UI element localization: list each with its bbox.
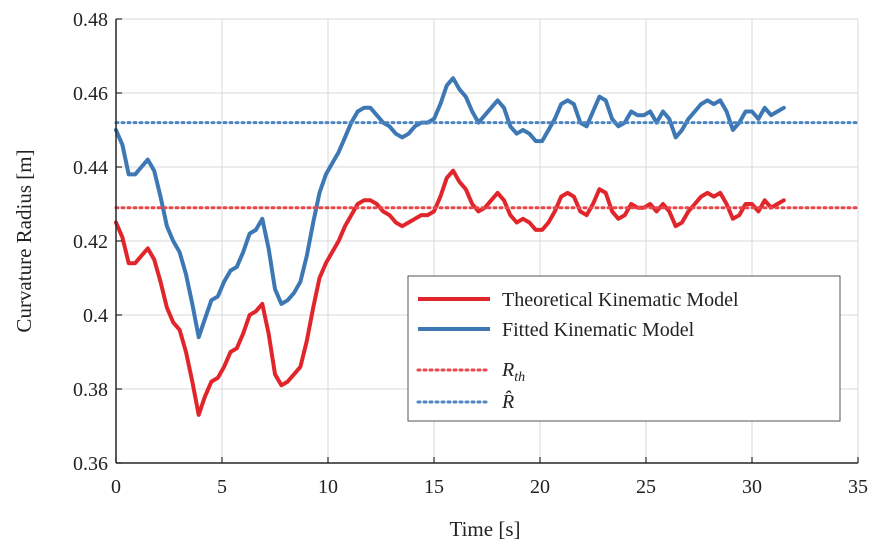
series-line-theoretical-kinematic-model [114, 168, 786, 417]
x-tick-label: 15 [424, 476, 444, 498]
y-axis-title: Curvature Radius [m] [12, 149, 36, 332]
series-layer [114, 76, 860, 417]
x-tick-label: 20 [530, 476, 550, 498]
x-tick-label: 25 [636, 476, 656, 498]
x-tick-label: 30 [742, 476, 762, 498]
legend-r-th-base: R [501, 359, 514, 381]
legend-label-r-hat: R̂ [501, 390, 514, 413]
x-tick-label: 5 [217, 476, 227, 498]
legend-r-th-subscript: th [514, 370, 525, 385]
axis-layer: 0 5 10 15 20 25 30 35 0.36 0.38 0.4 0.42 0.44 0.46 0.4… [73, 9, 868, 498]
legend-label-r-th: Rth [501, 359, 525, 385]
y-tick-label: 0.46 [73, 83, 108, 105]
legend: Theoretical Kinematic Model Fitted Kinem… [407, 275, 841, 422]
legend-label-fitted: Fitted Kinematic Model [502, 319, 695, 341]
y-tick-label: 0.36 [73, 453, 108, 475]
y-tick-label: 0.44 [73, 157, 108, 179]
x-tick-label: 0 [111, 476, 121, 498]
series-line-fitted-kinematic-model [114, 76, 786, 340]
y-tick-label: 0.42 [73, 231, 108, 253]
x-tick-label: 10 [318, 476, 338, 498]
y-tick-label: 0.48 [73, 9, 108, 31]
x-axis-title: Time [s] [450, 517, 521, 541]
legend-label-theoretical: Theoretical Kinematic Model [502, 289, 739, 311]
y-tick-label: 0.38 [73, 379, 108, 401]
x-tick-label: 35 [848, 476, 868, 498]
y-tick-label: 0.4 [83, 305, 108, 327]
